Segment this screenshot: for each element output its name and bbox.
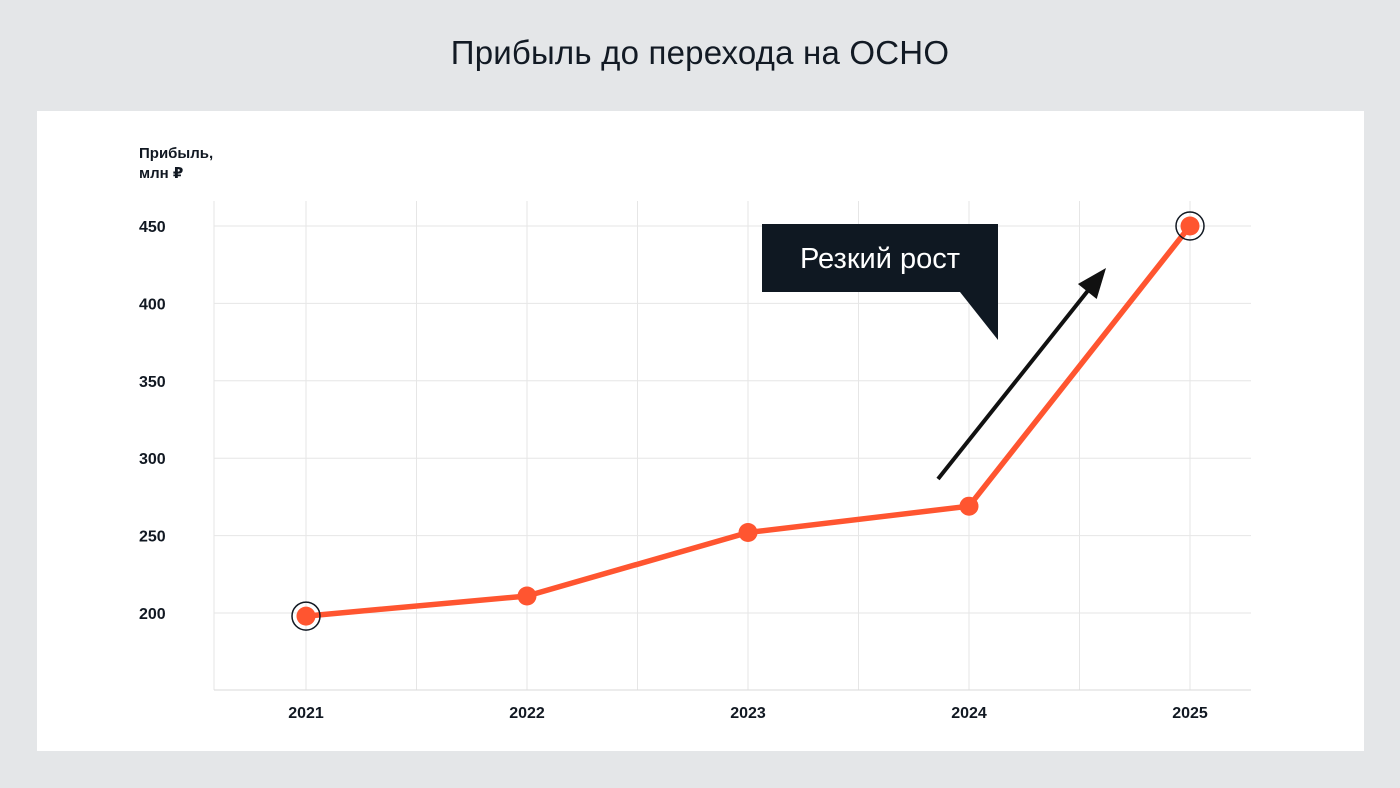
highlight-ring-2025: [1175, 211, 1205, 241]
callout-tail: [960, 292, 998, 340]
y-tick-label-300: 300: [139, 451, 166, 468]
arrow-head: [1077, 268, 1106, 299]
y-tick-label-250: 250: [139, 529, 166, 546]
chart-card: [37, 111, 1364, 751]
arrow-shaft: [936, 288, 1091, 481]
y-tick-label-400: 400: [139, 296, 166, 313]
y-axis-label-line1: Прибыль,: [139, 145, 214, 162]
x-axis-ticks: 2021 2022 2023 2024 2025: [288, 705, 1208, 722]
x-tick-label-2025: 2025: [1172, 705, 1208, 722]
data-point-2021: [296, 606, 316, 626]
x-tick-label-2022: 2022: [509, 705, 545, 722]
x-tick-label-2024: 2024: [951, 705, 987, 722]
data-points: [291, 211, 1205, 631]
x-tick-label-2021: 2021: [288, 705, 324, 722]
callout-box: [762, 224, 998, 292]
highlight-ring-2021: [291, 601, 321, 631]
data-point-2024: [959, 496, 979, 516]
grid: [213, 201, 1251, 691]
y-tick-label-200: 200: [139, 606, 166, 623]
y-tick-label-450: 450: [139, 219, 166, 236]
chart-title: Прибыль до перехода на ОСНО: [450, 34, 950, 71]
x-tick-label-2023: 2023: [730, 705, 766, 722]
y-tick-label-350: 350: [139, 374, 166, 391]
callout-text: Резкий рост: [800, 243, 960, 275]
annotation: Резкий рост: [762, 224, 1106, 481]
y-axis-ticks: 200 250 300 350 400 450: [139, 219, 166, 623]
y-axis-label-line2: млн ₽: [139, 165, 184, 182]
data-point-2023: [738, 523, 758, 543]
data-point-2025: [1180, 216, 1200, 236]
data-point-2022: [517, 586, 537, 606]
y-axis-label: Прибыль, млн ₽: [139, 144, 259, 184]
